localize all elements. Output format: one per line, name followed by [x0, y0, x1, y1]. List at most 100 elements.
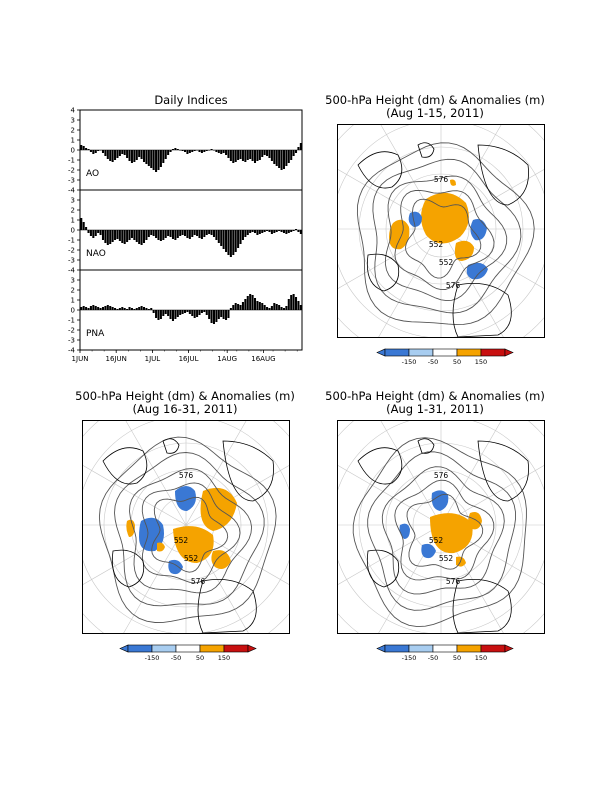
y-tick-label: 2 — [71, 207, 75, 215]
height-contour — [405, 198, 482, 279]
colorbar-3: -150 -50 50 150 — [376, 644, 514, 662]
bar-pna — [164, 310, 167, 314]
bar-ao — [246, 150, 249, 160]
bar-pna — [130, 308, 133, 310]
bar-ao — [285, 150, 288, 166]
indices-title: Daily Indices — [154, 93, 228, 107]
height-contour — [372, 158, 522, 314]
contour-label: 576 — [446, 577, 461, 586]
coastline — [102, 447, 148, 485]
contour-label: 552 — [429, 536, 444, 545]
negative-anomaly-area — [470, 219, 487, 241]
y-tick-label: 1 — [71, 297, 75, 305]
colorbar-arrow-right — [504, 348, 514, 357]
height-contour — [367, 451, 516, 611]
bar-ao — [261, 150, 264, 157]
colorbar-label: 50 — [453, 654, 461, 662]
bar-nao — [273, 230, 276, 233]
y-tick-label: -1 — [68, 157, 75, 165]
bar-pna — [140, 306, 143, 310]
bar-pna — [253, 298, 257, 310]
bar-pna — [285, 306, 288, 310]
bar-ao — [270, 150, 273, 161]
bar-pna — [212, 310, 216, 324]
bar-nao — [184, 230, 187, 236]
bar-nao — [239, 230, 242, 244]
y-tick-label: 4 — [71, 107, 76, 115]
bar-ao — [123, 150, 126, 155]
bar-pna — [133, 309, 136, 310]
colorbar-segment — [175, 644, 201, 653]
bar-nao — [121, 230, 124, 243]
negative-anomaly-area — [408, 211, 422, 227]
contour-label: 576 — [434, 175, 449, 184]
bar-nao — [111, 230, 114, 242]
bar-nao — [251, 230, 254, 232]
bar-ao — [92, 150, 95, 154]
bar-pna — [128, 307, 131, 310]
daily-indices-chart: 4 3 2 1 0 -1 -2 -3 -4 AO 3 2 1 0 -1 -2 -3 -4 NAO 3 2 1 0 -1 -2 -3… — [68, 107, 303, 363]
bar-nao — [188, 230, 191, 239]
bar-pna — [244, 299, 247, 310]
bar-nao — [198, 230, 201, 238]
bar-pna — [82, 306, 85, 310]
bar-pna — [200, 310, 203, 313]
bar-nao — [162, 230, 165, 240]
bar-ao — [225, 150, 228, 155]
x-tick-label: 1JUN — [72, 355, 89, 363]
meridian-line — [185, 421, 247, 526]
colorbar-segment — [432, 348, 458, 357]
bar-pna — [290, 295, 293, 310]
bar-pna — [118, 308, 121, 310]
bar-pna — [167, 310, 170, 316]
bar-pna — [263, 305, 266, 310]
x-tick-label: 1AUG — [217, 355, 237, 363]
bar-pna — [275, 304, 278, 310]
height-contour — [98, 436, 277, 623]
bar-nao — [140, 230, 143, 245]
bar-ao — [155, 150, 158, 172]
y-tick-label: 0 — [71, 307, 75, 315]
bar-ao — [249, 150, 252, 159]
positive-anomaly-area — [157, 542, 165, 552]
map2-title-line1: 500-hPa Height (dm) & Anomalies (m) — [75, 389, 295, 403]
bar-nao — [297, 230, 300, 232]
bar-nao — [114, 230, 117, 240]
bar-ao — [97, 150, 100, 151]
bar-pna — [116, 309, 119, 310]
bar-pna — [270, 306, 273, 310]
bar-pna — [138, 307, 141, 310]
y-tick-label: -3 — [68, 177, 75, 185]
bar-pna — [246, 296, 249, 310]
bar-ao — [275, 150, 278, 166]
y-tick-label: -1 — [68, 317, 75, 325]
contour-label: 552 — [439, 554, 454, 563]
bar-pna — [287, 299, 290, 310]
bar-nao — [191, 230, 194, 237]
map-aug-16-31: 576 552 552 576 — [82, 420, 290, 634]
bar-nao — [142, 230, 146, 243]
x-tick-label: 1JUL — [145, 355, 161, 363]
bar-nao — [152, 230, 155, 236]
bar-ao — [229, 150, 232, 161]
colorbar-segment — [456, 348, 482, 357]
bar-nao — [128, 230, 131, 240]
negative-anomaly-area — [431, 490, 449, 511]
bar-pna — [278, 305, 281, 310]
positive-anomaly-area — [430, 513, 473, 554]
height-contour — [394, 479, 495, 581]
bar-pna — [145, 308, 148, 310]
coastline — [366, 253, 400, 292]
bar-nao — [234, 230, 237, 252]
bar-ao — [241, 150, 244, 161]
bar-pna — [193, 310, 196, 318]
bar-pna — [234, 303, 237, 310]
colorbar-label: -150 — [145, 654, 160, 662]
colorbar-label: -50 — [171, 654, 182, 662]
bar-ao — [297, 147, 300, 150]
bar-pna — [80, 307, 83, 310]
bar-ao — [179, 150, 182, 151]
colorbar-label: -50 — [428, 358, 439, 366]
negative-anomaly-area — [175, 486, 196, 511]
bar-pna — [239, 305, 242, 310]
